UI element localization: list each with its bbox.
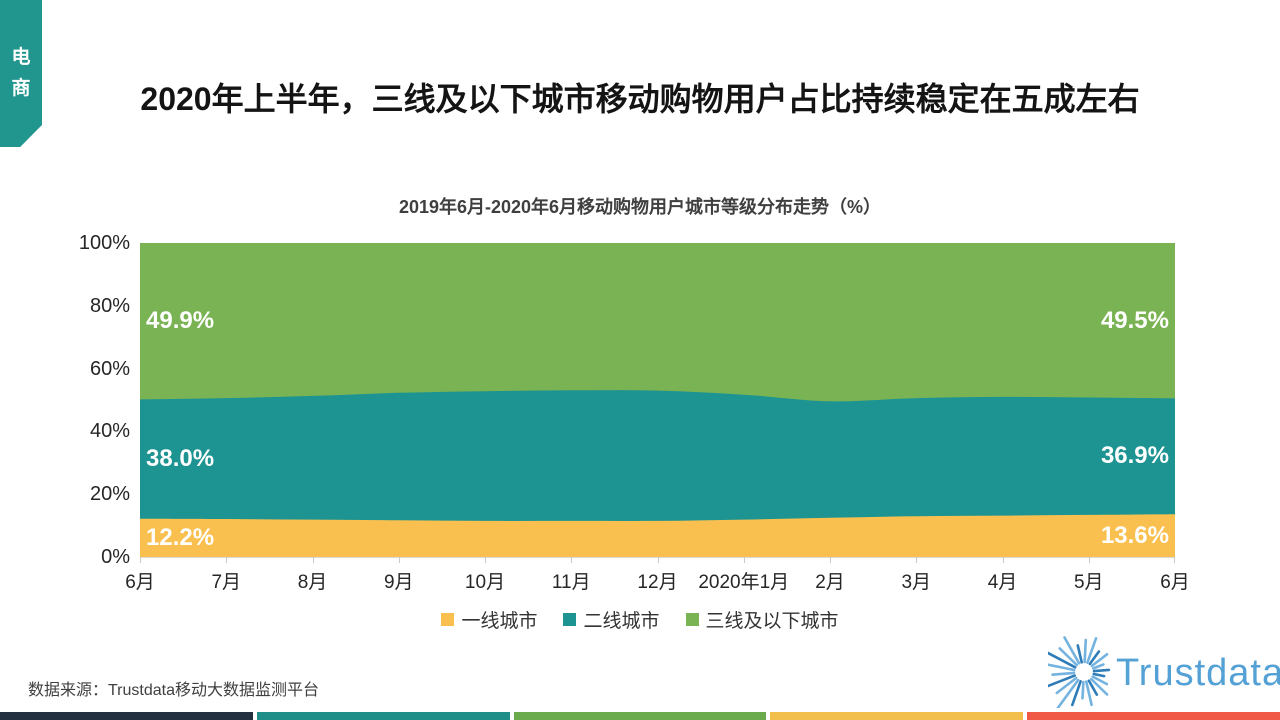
x-tick-label: 8月 — [297, 572, 328, 593]
y-tick-label: 60% — [89, 357, 130, 380]
x-tick-mark — [226, 557, 228, 563]
footer-bar-segment — [770, 712, 1024, 720]
legend-item[interactable]: 二线城市 — [563, 606, 660, 633]
chart-title: 2019年6月-2020年6月移动购物用户城市等级分布走势（%） — [398, 197, 882, 217]
x-tick-label: 11月 — [551, 572, 591, 593]
x-tick-label: 6月 — [1160, 572, 1190, 593]
page-title: 2020年上半年，三线及以下城市移动购物用户占比持续稳定在五成左右 — [140, 81, 1140, 117]
x-tick-label: 6月 — [125, 572, 155, 593]
category-ribbon: 电商 — [0, 0, 42, 147]
x-tick-label: 4月 — [987, 572, 1018, 593]
legend-item[interactable]: 三线及以下城市 — [685, 606, 839, 633]
footer-bar-segment — [1027, 712, 1280, 720]
x-tick-label: 2月 — [815, 572, 845, 593]
stacked-area-chart — [140, 243, 1175, 557]
x-tick-mark — [140, 557, 141, 563]
x-tick-label: 9月 — [383, 572, 414, 593]
series-edge-label: 12.2% — [146, 523, 215, 551]
x-tick-mark — [1002, 557, 1004, 563]
series-edge-label: 38.0% — [146, 445, 215, 473]
area-series-tier2 — [140, 390, 1175, 557]
legend-label: 二线城市 — [583, 611, 660, 632]
x-tick-mark — [743, 557, 745, 563]
logo-text: Trustdata — [1116, 651, 1280, 694]
x-tick-label: 5月 — [1073, 572, 1104, 593]
area-series-tier1 — [140, 514, 1175, 557]
legend-swatch — [441, 613, 455, 626]
source-note: 数据来源：Trustdata移动大数据监测平台 — [28, 682, 319, 699]
series-edge-label: 36.9% — [1100, 442, 1169, 470]
x-tick-mark — [916, 557, 918, 563]
x-tick-label: 2020年1月 — [698, 572, 790, 593]
series-edge-label: 49.9% — [146, 307, 215, 335]
x-tick-mark — [485, 557, 486, 563]
footer-bar-segment — [0, 712, 253, 720]
y-tick-label: 40% — [89, 420, 130, 443]
footer-bar-segment — [256, 712, 510, 720]
y-tick-label: 20% — [89, 483, 130, 506]
x-tick-mark — [657, 557, 659, 563]
plot-area — [140, 243, 1175, 557]
x-tick-mark — [1088, 557, 1090, 563]
y-tick-label: 100% — [78, 232, 130, 254]
sunburst-icon — [1048, 636, 1111, 708]
x-tick-mark — [312, 557, 314, 563]
category-ribbon-label: 电商 — [11, 47, 31, 100]
legend-swatch — [685, 613, 699, 626]
x-tick-mark — [571, 557, 573, 563]
trustdata-logo: Trustdata — [1048, 632, 1280, 708]
x-tick-mark — [398, 557, 400, 563]
y-tick-label: 80% — [89, 294, 130, 317]
x-tick-mark — [1174, 557, 1175, 563]
footer-color-strip — [0, 712, 1280, 720]
legend-swatch — [563, 613, 577, 626]
legend: 一线城市 二线城市 三线及以下城市 — [0, 606, 1280, 633]
series-edge-label: 13.6% — [1100, 521, 1169, 549]
series-edge-label: 49.5% — [1100, 306, 1169, 334]
x-tick-mark — [830, 557, 831, 563]
y-tick-label: 0% — [101, 546, 130, 568]
x-tick-label: 3月 — [901, 572, 932, 593]
x-tick-label: 10月 — [464, 572, 506, 593]
legend-label: 一线城市 — [461, 611, 538, 632]
footer-bar-segment — [513, 712, 767, 720]
x-tick-label: 7月 — [211, 572, 242, 593]
legend-label: 三线及以下城市 — [705, 611, 839, 632]
legend-item[interactable]: 一线城市 — [441, 606, 537, 633]
x-tick-label: 12月 — [637, 572, 678, 593]
